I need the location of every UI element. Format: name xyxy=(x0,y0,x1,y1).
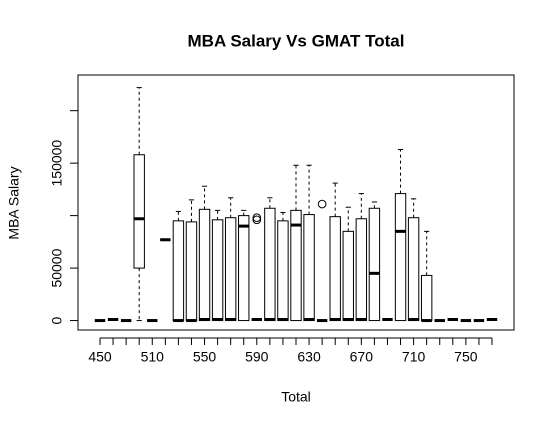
x-tick-label: 590 xyxy=(245,349,269,365)
box xyxy=(172,220,185,322)
x-axis-label: Total xyxy=(281,389,311,405)
y-tick-label: 150000 xyxy=(49,140,65,187)
x-tick-label: 670 xyxy=(350,349,374,365)
box xyxy=(264,207,276,322)
box xyxy=(238,215,250,322)
box xyxy=(420,274,433,322)
x-tick-label: 450 xyxy=(88,349,112,365)
box xyxy=(277,220,289,322)
plot-frame xyxy=(77,74,515,331)
box xyxy=(342,230,354,322)
outlier xyxy=(317,199,327,209)
box xyxy=(133,154,145,269)
box xyxy=(368,207,381,322)
box xyxy=(329,216,341,322)
outlier xyxy=(252,215,262,225)
outlier xyxy=(252,213,262,223)
box xyxy=(407,217,420,322)
y-axis-label: MBA Salary xyxy=(6,166,22,239)
box xyxy=(290,209,302,322)
y-tick-label: 50000 xyxy=(49,248,65,287)
box xyxy=(198,208,211,322)
chart-title: MBA Salary Vs GMAT Total xyxy=(188,31,405,50)
box xyxy=(303,214,315,322)
box xyxy=(394,193,407,322)
x-tick-label: 750 xyxy=(454,349,478,365)
x-tick-label: 550 xyxy=(193,349,217,365)
box xyxy=(224,217,237,322)
x-tick-label: 510 xyxy=(141,349,165,365)
box xyxy=(211,219,224,322)
x-tick-label: 630 xyxy=(297,349,321,365)
box xyxy=(185,221,198,322)
box xyxy=(355,218,368,322)
x-tick-label: 710 xyxy=(402,349,426,365)
y-tick-label: 0 xyxy=(49,316,65,324)
